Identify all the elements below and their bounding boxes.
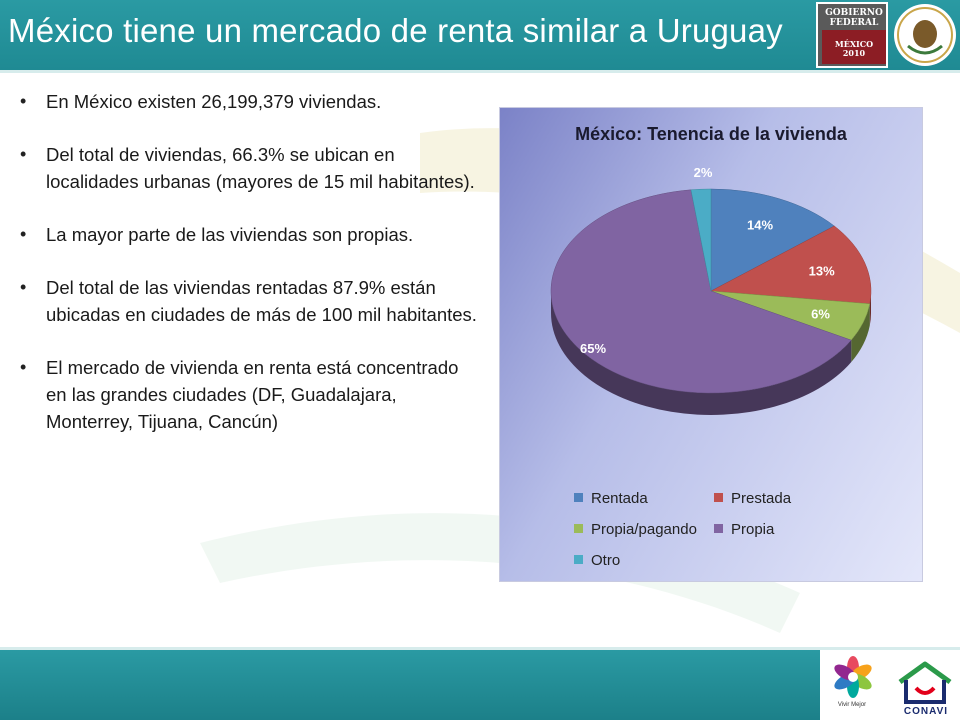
legend-item-propia: Propia (714, 521, 774, 538)
bullet-item: El mercado de vivienda en renta está con… (20, 354, 480, 435)
slide-title: México tiene un mercado de renta similar… (8, 12, 783, 49)
pie-label-prestada: 13% (809, 264, 835, 279)
header-divider (0, 70, 960, 73)
pie-slice-rentada (710, 188, 835, 292)
legend-label: Prestada (731, 490, 792, 507)
title-bar: México tiene un mercado de renta similar… (0, 0, 960, 70)
legend-label: Otro (591, 552, 621, 569)
vivir-mejor-flower-icon (834, 656, 872, 698)
conavi-house-icon (898, 661, 952, 704)
gov-logo-line3: MÉXICO (834, 39, 874, 49)
national-seal-icon (894, 4, 956, 66)
legend-swatch (714, 524, 723, 533)
pie-label-rentada: 14% (747, 218, 773, 233)
pie-chart-canvas: 14% 13% 6% 65% 2% (550, 165, 872, 415)
gov-logo-line4: 2010 (842, 48, 866, 58)
legend-item-otro: Otro (574, 552, 620, 569)
conavi-label: CONAVI (903, 706, 949, 717)
legend-item-prestada: Prestada (714, 490, 791, 507)
pie-side-propia (551, 291, 852, 415)
bullet-item: Del total de las viviendas rentadas 87.9… (20, 274, 480, 328)
pie-slice-otro (690, 188, 712, 292)
pie-slice-prestada (710, 225, 872, 305)
legend-label: Propia/pagando (591, 521, 697, 538)
pie-label-propia-pagando: 6% (811, 307, 830, 322)
legend-swatch (574, 524, 583, 533)
bullet-item: Del total de viviendas, 66.3% se ubican … (20, 141, 480, 195)
gov-logo-red-panel (822, 30, 886, 64)
pie-label-otro: 2% (694, 165, 713, 180)
legend-swatch (714, 493, 723, 502)
pie-side-propia-pagando (851, 303, 870, 363)
gobierno-federal-logo: GOBIERNO FEDERAL MÉXICO 2010 (816, 2, 888, 68)
pie-side-prestada (869, 291, 871, 326)
pie-slice-propia (550, 189, 852, 394)
gov-logo-line2: FEDERAL (829, 18, 879, 28)
legend-label: Rentada (591, 490, 648, 507)
vivir-mejor-label: Vivir Mejor (837, 702, 867, 708)
pie-label-propia: 65% (580, 341, 606, 356)
gov-logo-line1: GOBIERNO (825, 8, 883, 18)
legend-item-propia-pagando: Propia/pagando (574, 521, 697, 538)
bullet-item: En México existen 26,199,379 viviendas. (20, 88, 480, 115)
footer-bar (0, 650, 960, 720)
pie-chart: México: Tenencia de la vivienda 14% 13% 6%… (499, 107, 923, 582)
legend-swatch (574, 493, 583, 502)
legend-swatch (574, 555, 583, 564)
bullet-item: La mayor parte de las viviendas son prop… (20, 221, 480, 248)
chart-title: México: Tenencia de la vivienda (575, 124, 847, 144)
footer-logos: Vivir Mejor CONAVI (820, 650, 960, 720)
legend-label: Propia (731, 521, 775, 538)
bullet-list: En México existen 26,199,379 viviendas. … (20, 88, 480, 461)
footer-divider (0, 647, 960, 650)
legend-item-rentada: Rentada (574, 490, 648, 507)
